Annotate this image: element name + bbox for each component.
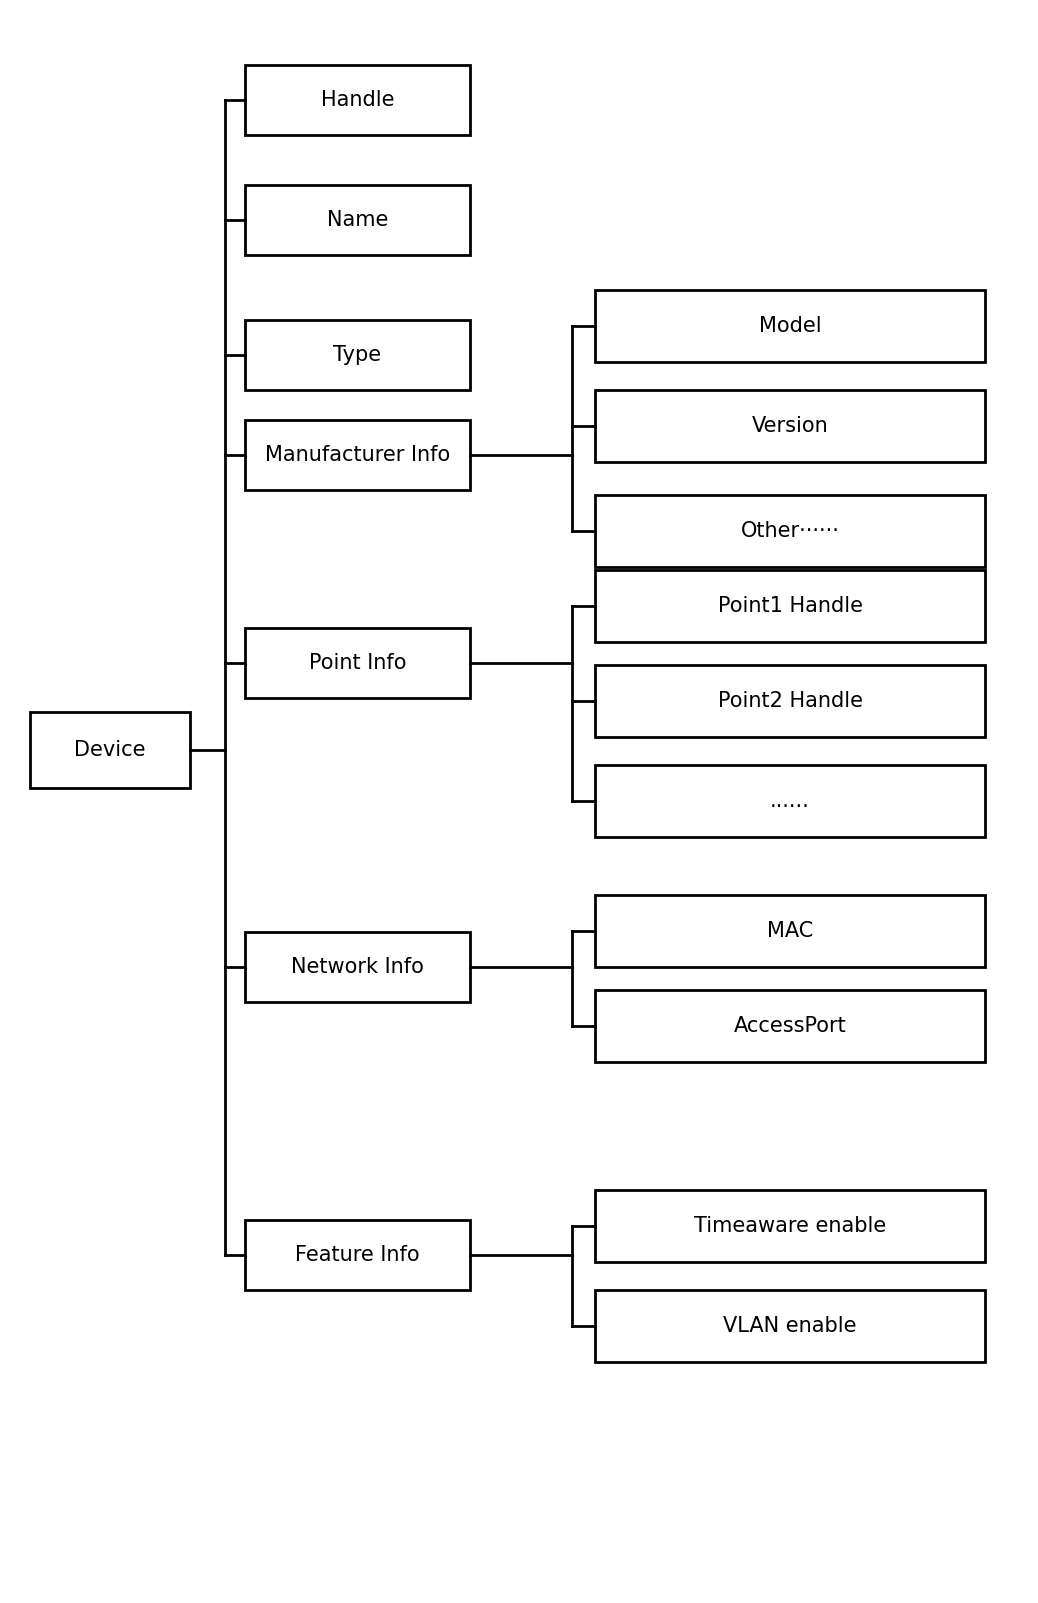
Text: Type: Type bbox=[333, 345, 382, 365]
Text: Manufacturer Info: Manufacturer Info bbox=[265, 446, 450, 465]
Text: Name: Name bbox=[327, 210, 388, 229]
Text: Device: Device bbox=[75, 741, 145, 760]
FancyBboxPatch shape bbox=[595, 390, 985, 462]
Text: ......: ...... bbox=[770, 790, 810, 811]
Text: MAC: MAC bbox=[767, 922, 813, 941]
Text: Other······: Other······ bbox=[740, 521, 840, 540]
FancyBboxPatch shape bbox=[245, 66, 470, 135]
Text: Model: Model bbox=[759, 316, 821, 337]
Text: Point2 Handle: Point2 Handle bbox=[717, 691, 863, 712]
FancyBboxPatch shape bbox=[595, 1189, 985, 1262]
FancyBboxPatch shape bbox=[245, 321, 470, 390]
FancyBboxPatch shape bbox=[595, 1290, 985, 1363]
FancyBboxPatch shape bbox=[595, 571, 985, 641]
FancyBboxPatch shape bbox=[245, 1220, 470, 1290]
FancyBboxPatch shape bbox=[245, 628, 470, 697]
FancyBboxPatch shape bbox=[595, 665, 985, 737]
FancyBboxPatch shape bbox=[595, 991, 985, 1063]
FancyBboxPatch shape bbox=[595, 765, 985, 837]
Text: Feature Info: Feature Info bbox=[295, 1246, 419, 1265]
Text: AccessPort: AccessPort bbox=[734, 1016, 846, 1036]
Text: Handle: Handle bbox=[321, 90, 394, 111]
FancyBboxPatch shape bbox=[595, 894, 985, 967]
Text: Network Info: Network Info bbox=[291, 957, 424, 976]
Text: VLAN enable: VLAN enable bbox=[723, 1316, 856, 1335]
FancyBboxPatch shape bbox=[245, 420, 470, 491]
Text: Point1 Handle: Point1 Handle bbox=[717, 596, 863, 616]
Text: Point Info: Point Info bbox=[308, 652, 406, 673]
FancyBboxPatch shape bbox=[30, 712, 190, 789]
FancyBboxPatch shape bbox=[245, 931, 470, 1002]
Text: Timeaware enable: Timeaware enable bbox=[693, 1217, 886, 1236]
FancyBboxPatch shape bbox=[595, 290, 985, 362]
FancyBboxPatch shape bbox=[245, 184, 470, 255]
Text: Version: Version bbox=[752, 417, 828, 436]
FancyBboxPatch shape bbox=[595, 495, 985, 567]
